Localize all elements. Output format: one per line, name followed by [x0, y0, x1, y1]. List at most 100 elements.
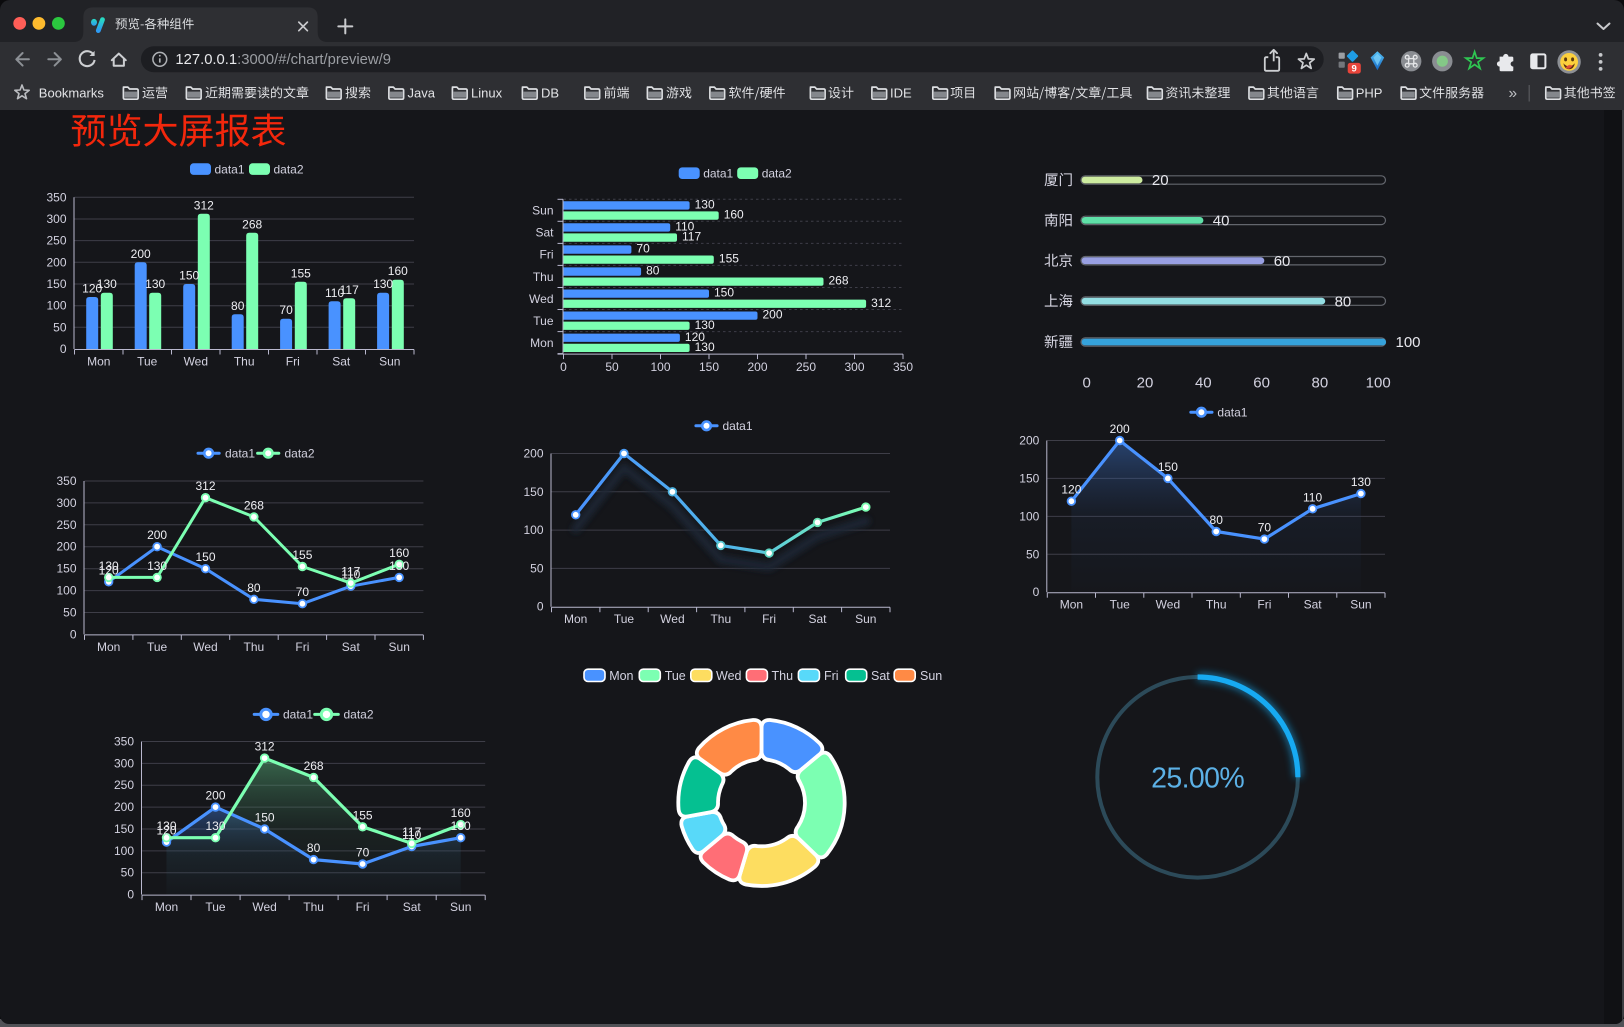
svg-text:160: 160 [451, 806, 471, 820]
svg-text:50: 50 [53, 320, 67, 334]
svg-text:50: 50 [121, 866, 135, 880]
svg-text:150: 150 [523, 485, 543, 499]
svg-text:Sat: Sat [1304, 598, 1323, 612]
svg-text:130: 130 [156, 819, 176, 833]
svg-text:200: 200 [56, 540, 76, 554]
svg-text:Tue: Tue [1110, 598, 1131, 612]
svg-text:300: 300 [46, 212, 66, 226]
svg-text:Wed: Wed [184, 355, 208, 369]
svg-text:268: 268 [242, 217, 262, 231]
svg-text:130: 130 [451, 819, 471, 833]
svg-text:50: 50 [63, 606, 77, 620]
svg-text:200: 200 [1110, 422, 1130, 436]
svg-text:Fri: Fri [762, 612, 776, 626]
svg-text:100: 100 [114, 844, 134, 858]
svg-text:110: 110 [341, 568, 360, 582]
svg-text:Sat: Sat [871, 669, 890, 683]
svg-text:150: 150 [56, 562, 76, 576]
svg-text:50: 50 [530, 561, 544, 575]
svg-text:100: 100 [650, 360, 670, 374]
svg-text:Wed: Wed [193, 640, 217, 654]
svg-text:70: 70 [636, 242, 650, 256]
svg-text:100: 100 [1396, 334, 1421, 351]
svg-text:0: 0 [70, 627, 77, 641]
svg-text:268: 268 [304, 759, 324, 773]
svg-text:117: 117 [340, 283, 359, 297]
svg-text:Tue: Tue [665, 669, 686, 683]
svg-text:Sat: Sat [808, 612, 827, 626]
svg-text:Tue: Tue [137, 355, 158, 369]
svg-text:70: 70 [356, 846, 370, 860]
svg-text:Sun: Sun [389, 640, 410, 654]
svg-text:200: 200 [46, 255, 66, 269]
svg-text:Bookmarks: Bookmarks [39, 85, 105, 100]
svg-text:130: 130 [97, 277, 117, 291]
svg-text:80: 80 [646, 264, 660, 278]
svg-text:250: 250 [114, 778, 134, 792]
svg-text:Tue: Tue [614, 612, 635, 626]
svg-text:data2: data2 [762, 167, 792, 181]
svg-text:200: 200 [114, 800, 134, 814]
svg-text:312: 312 [255, 740, 275, 754]
svg-text:Sat: Sat [535, 226, 554, 240]
svg-text:20: 20 [1137, 375, 1154, 392]
svg-text:130: 130 [205, 819, 225, 833]
svg-text:350: 350 [46, 190, 66, 204]
svg-text:250: 250 [56, 518, 76, 532]
svg-text:Fri: Fri [356, 900, 370, 914]
svg-text:150: 150 [714, 286, 734, 300]
svg-text:200: 200 [131, 247, 151, 261]
svg-text:Wed: Wed [660, 612, 684, 626]
svg-text:Java: Java [408, 85, 436, 100]
svg-text:127.0.0.1:3000/#/chart/preview: 127.0.0.1:3000/#/chart/preview/9 [175, 52, 391, 68]
svg-text:data1: data1 [283, 708, 313, 722]
svg-text:130: 130 [145, 277, 165, 291]
svg-text:Sat: Sat [403, 900, 422, 914]
svg-text:130: 130 [373, 277, 393, 291]
svg-text:Wed: Wed [1156, 598, 1180, 612]
svg-text:350: 350 [56, 474, 76, 488]
svg-text:Mon: Mon [97, 640, 120, 654]
svg-text:Sun: Sun [379, 355, 400, 369]
svg-text:130: 130 [99, 559, 119, 573]
svg-text:100: 100 [1019, 509, 1039, 523]
svg-text:Tue: Tue [533, 314, 554, 328]
svg-text:50: 50 [1026, 547, 1040, 561]
svg-text:data1: data1 [215, 163, 245, 177]
svg-text:130: 130 [1351, 475, 1371, 489]
svg-text:»: » [1509, 85, 1518, 102]
svg-text:150: 150 [114, 822, 134, 836]
svg-text:data1: data1 [1217, 406, 1247, 420]
svg-text:160: 160 [389, 546, 409, 560]
svg-text:Tue: Tue [205, 900, 226, 914]
svg-text:Fri: Fri [286, 355, 300, 369]
svg-text:70: 70 [1258, 521, 1272, 535]
svg-text:50: 50 [605, 360, 619, 374]
svg-text:312: 312 [194, 198, 214, 212]
svg-text:200: 200 [747, 360, 767, 374]
svg-text:data1: data1 [703, 167, 733, 181]
svg-text:130: 130 [389, 559, 409, 573]
svg-text:155: 155 [719, 252, 739, 266]
svg-text:Wed: Wed [252, 900, 276, 914]
svg-text:0: 0 [60, 342, 67, 356]
svg-text:350: 350 [893, 360, 913, 374]
svg-text:Mon: Mon [609, 669, 633, 683]
svg-text:PHP: PHP [1356, 85, 1383, 100]
svg-text:160: 160 [388, 264, 408, 278]
svg-text:60: 60 [1274, 253, 1291, 270]
svg-text:Thu: Thu [244, 640, 265, 654]
svg-text:25.00%: 25.00% [1151, 762, 1244, 794]
svg-text:Mon: Mon [564, 612, 587, 626]
svg-text:200: 200 [763, 308, 783, 322]
svg-text:100: 100 [56, 584, 76, 598]
svg-text:268: 268 [244, 498, 264, 512]
svg-text:Fri: Fri [824, 669, 839, 683]
svg-text:0: 0 [537, 600, 544, 614]
svg-text:Tue: Tue [147, 640, 168, 654]
svg-text:Sun: Sun [450, 900, 471, 914]
svg-text:Fri: Fri [295, 640, 309, 654]
svg-text:80: 80 [307, 841, 321, 855]
svg-text:150: 150 [1158, 460, 1178, 474]
svg-text:120: 120 [1061, 483, 1081, 497]
